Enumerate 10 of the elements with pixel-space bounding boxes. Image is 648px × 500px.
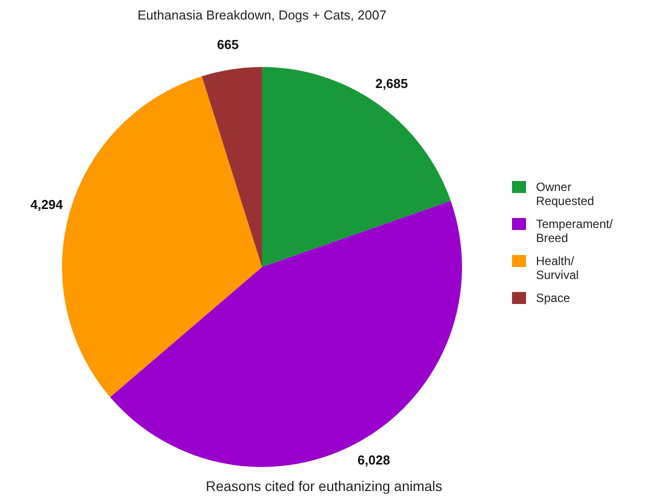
legend-label: Space — [536, 291, 570, 305]
data-label: 6,028 — [358, 452, 390, 468]
legend-label: Health/Survival — [536, 254, 580, 282]
data-label: 4,294 — [30, 197, 64, 212]
legend-label: Owner Requested — [536, 180, 596, 208]
data-label: 2,685 — [375, 76, 408, 91]
legend-label: Temperament/Breed — [536, 217, 613, 245]
data-label: 665 — [217, 37, 239, 52]
text: Reasons cited for euthanizing animals — [206, 478, 442, 494]
chart-title: Euthanasia Breakdown, Dogs + Cats, 2007 — [138, 8, 386, 23]
